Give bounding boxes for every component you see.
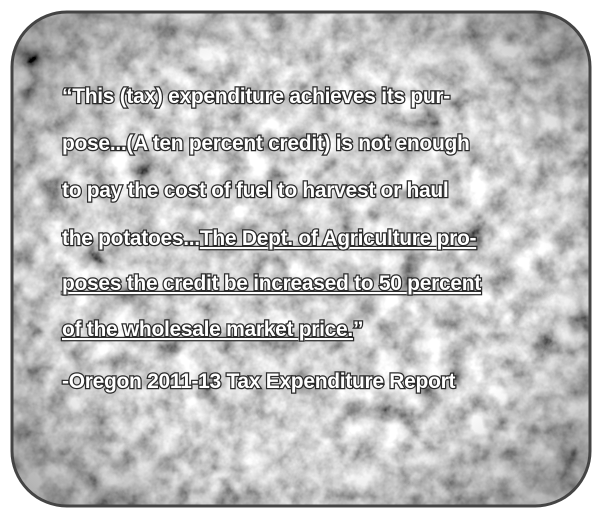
underlined-text: poses the credit be increased to 50 perc…	[62, 272, 481, 295]
underlined-text: The Dept. of Agriculture pro-	[200, 227, 477, 250]
quote-text: “This (tax) expenditure achieves its pur…	[62, 85, 450, 108]
attribution: -Oregon 2011-13 Tax Expenditure Report	[62, 370, 455, 393]
quote-line: to pay the cost of fuel to harvest or ha…	[62, 179, 448, 202]
quote-text: ”	[353, 318, 363, 341]
page: “This (tax) expenditure achieves its pur…	[0, 0, 601, 518]
quote-line: of the wholesale market price.”	[62, 318, 363, 341]
quote-text: pose...(A ten percent credit) is not eno…	[62, 132, 470, 155]
underlined-text: of the wholesale market price.	[62, 318, 353, 341]
quote-line: pose...(A ten percent credit) is not eno…	[62, 132, 470, 155]
quote-text: to pay the cost of fuel to harvest or ha…	[62, 179, 448, 202]
quote-card: “This (tax) expenditure achieves its pur…	[0, 0, 601, 518]
quote-text: the potatoes...	[62, 227, 200, 250]
quote-line: poses the credit be increased to 50 perc…	[62, 272, 481, 295]
quote-line: the potatoes...The Dept. of Agriculture …	[62, 227, 477, 250]
quote-line: “This (tax) expenditure achieves its pur…	[62, 85, 450, 108]
